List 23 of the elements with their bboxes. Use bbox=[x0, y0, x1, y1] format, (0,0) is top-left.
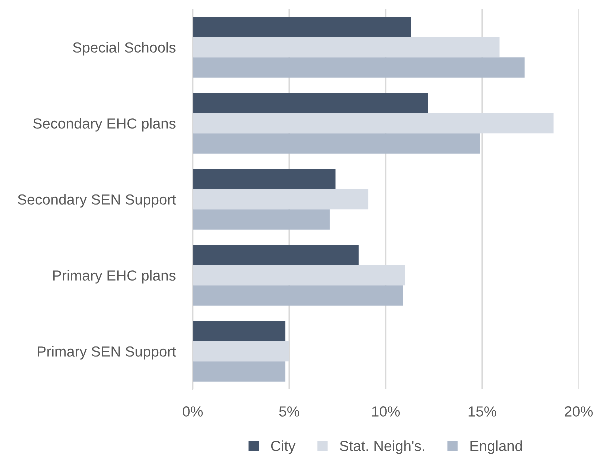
x-tick-label: 0% bbox=[182, 406, 203, 417]
x-tick-label: 5% bbox=[279, 406, 300, 417]
bar bbox=[192, 362, 286, 382]
y-tick-label: Secondary EHC plans bbox=[33, 118, 176, 132]
bar bbox=[192, 134, 480, 154]
legend-label: Stat. Neigh's. bbox=[340, 440, 424, 454]
bar bbox=[192, 93, 428, 114]
legend-label: England bbox=[470, 440, 522, 454]
x-tick-label: 15% bbox=[468, 406, 496, 417]
bar bbox=[192, 58, 525, 78]
y-tick-label: Special Schools bbox=[73, 42, 176, 56]
x-tick-label: 20% bbox=[565, 406, 593, 417]
bar bbox=[192, 210, 330, 230]
bar bbox=[192, 245, 359, 266]
y-tick-label: Primary EHC plans bbox=[54, 270, 176, 284]
y-tick-label: Primary SEN Support bbox=[38, 346, 176, 360]
bar bbox=[192, 169, 336, 190]
bar bbox=[192, 17, 412, 38]
y-tick-label: Secondary SEN Support bbox=[18, 194, 176, 208]
bar bbox=[192, 321, 286, 342]
bar bbox=[192, 286, 404, 306]
x-tick-label: 10% bbox=[372, 406, 400, 417]
legend-label: City bbox=[271, 440, 296, 454]
